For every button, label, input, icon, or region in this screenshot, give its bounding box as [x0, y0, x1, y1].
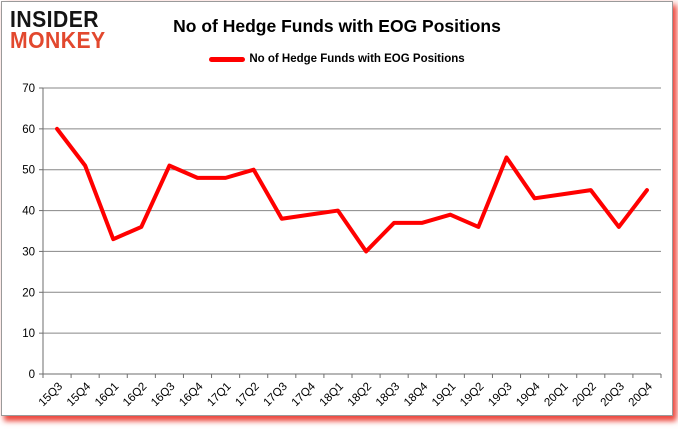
insider-monkey-logo: INSIDER MONKEY: [10, 6, 114, 54]
logo-line-insider: INSIDER: [10, 6, 100, 32]
x-axis-label: 20Q3: [599, 381, 627, 409]
y-axis-label: 20: [22, 287, 35, 299]
x-axis-label: 17Q4: [290, 380, 319, 409]
x-axis-label: 18Q2: [346, 381, 374, 409]
x-axis-label: 17Q1: [205, 381, 233, 409]
y-axis-label: 30: [22, 246, 35, 258]
y-axis-label: 40: [22, 206, 35, 218]
x-axis-label: 19Q1: [430, 381, 458, 409]
x-axis-label: 16Q4: [177, 380, 206, 409]
y-axis-label: 70: [22, 83, 35, 95]
x-axis-label: 19Q4: [514, 380, 543, 409]
y-axis-label: 60: [22, 124, 35, 136]
x-axis-label: 15Q4: [65, 380, 94, 409]
x-axis-label: 16Q3: [149, 381, 177, 409]
x-axis-label: 19Q3: [486, 381, 514, 409]
x-axis-label: 15Q3: [37, 381, 65, 409]
y-axis-label: 0: [29, 369, 35, 381]
chart-frame: INSIDER MONKEY No of Hedge Funds with EO…: [1, 1, 673, 416]
x-axis-label: 20Q1: [542, 381, 570, 409]
x-axis-label: 16Q1: [93, 381, 121, 409]
x-axis-label: 19Q2: [458, 381, 486, 409]
x-axis-label: 20Q2: [571, 381, 599, 409]
x-axis-label: 18Q1: [318, 381, 346, 409]
series-line: [55, 126, 649, 254]
x-axis-label: 20Q4: [627, 380, 656, 409]
x-axis-label: 18Q4: [402, 380, 431, 409]
logo-line-monkey: MONKEY: [10, 27, 106, 54]
x-axis-label: 17Q2: [233, 381, 261, 409]
x-axis-label: 16Q2: [121, 381, 149, 409]
y-axis-label: 50: [22, 165, 35, 177]
y-axis-label: 10: [22, 328, 35, 340]
x-axis-label: 18Q3: [374, 381, 402, 409]
x-axis-label: 17Q3: [262, 381, 290, 409]
